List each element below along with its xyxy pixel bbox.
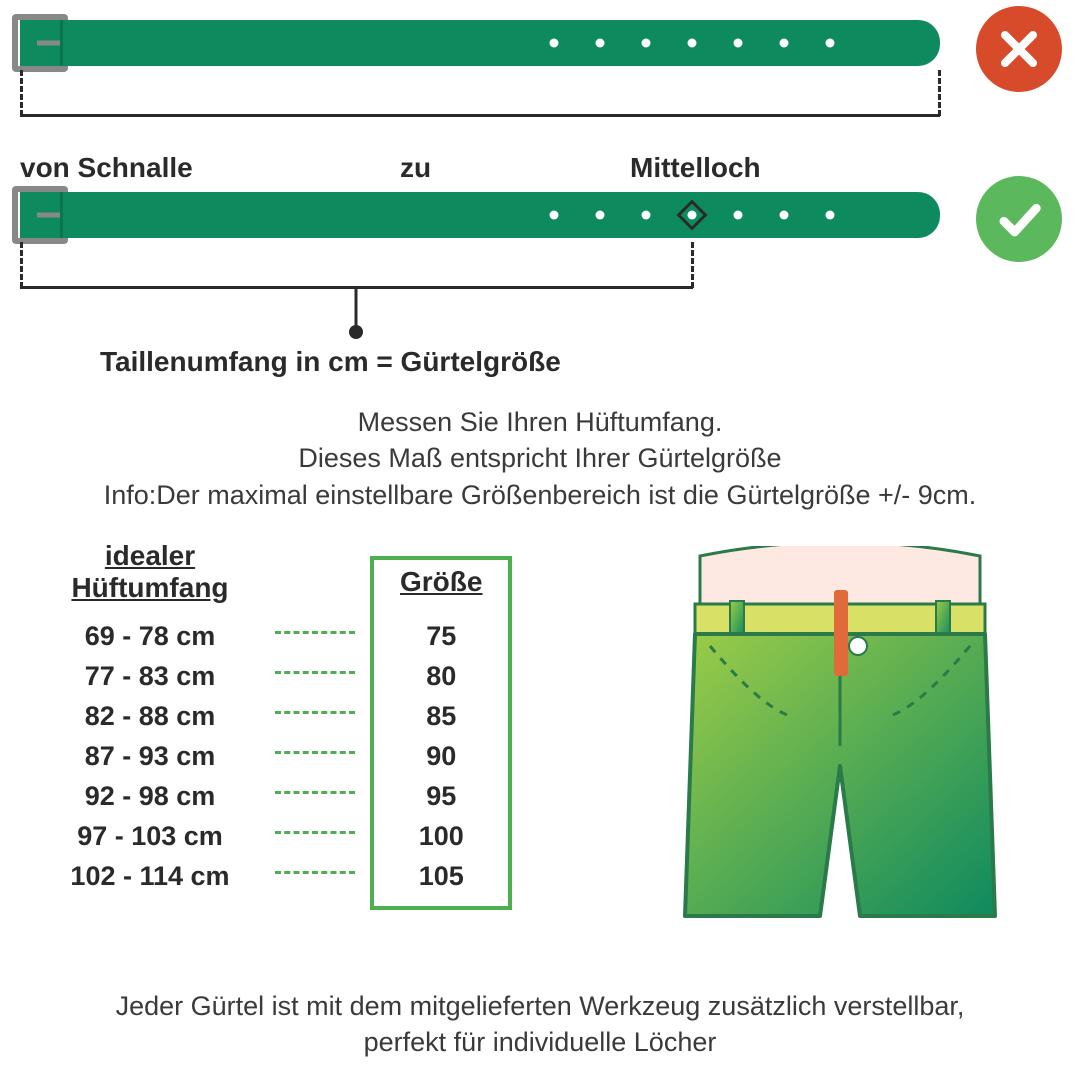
strap-fold [60,20,90,66]
dash-1 [275,671,355,674]
info-line-1: Messen Sie Ihren Hüftumfang. [0,404,1080,440]
header-hip: idealer Hüftumfang [40,540,260,604]
hip-2: 82 - 88 cm [40,696,260,736]
tick-left-2 [20,242,23,288]
label-to: zu [400,152,431,184]
footer-line-1: Jeder Gürtel ist mit dem mitgelieferten … [0,988,1080,1024]
size-0: 75 [400,616,482,656]
belt-right [20,192,940,238]
hip-5: 97 - 103 cm [40,816,260,856]
tick-left [20,70,23,116]
tick-right [938,70,941,116]
dash-2 [275,711,355,714]
hip-3: 87 - 93 cm [40,736,260,776]
dash-0 [275,631,355,634]
right-icon [976,176,1062,262]
header-size: Größe [400,566,482,598]
measure-full [20,114,940,117]
strap-fold [60,192,90,238]
footer-block: Jeder Gürtel ist mit dem mitgelieferten … [0,988,1080,1061]
size-1: 80 [400,656,482,696]
col-hip: idealer Hüftumfang 69 - 78 cm 77 - 83 cm… [40,540,260,896]
tick-mid [691,242,694,288]
footer-line-2: perfekt für individuelle Löcher [0,1024,1080,1060]
formula-text: Taillenumfang in cm = Gürtelgröße [100,346,561,378]
size-table: idealer Hüftumfang 69 - 78 cm 77 - 83 cm… [40,540,512,910]
label-from: von Schnalle [20,152,193,184]
info-line-2: Dieses Maß entspricht Ihrer Gürtelgröße [0,440,1080,476]
belt-right-section [20,192,960,238]
col-dash [260,612,370,892]
belt-wrong [20,20,940,66]
hip-4: 92 - 98 cm [40,776,260,816]
dash-4 [275,791,355,794]
pants-illustration [640,546,1040,936]
pointer-dot [349,325,363,339]
middle-hole-marker [676,199,707,230]
hip-0: 69 - 78 cm [40,616,260,656]
wrong-icon [976,6,1062,92]
info-line-3: Info:Der maximal einstellbare Größenbere… [0,477,1080,513]
hip-6: 102 - 114 cm [40,856,260,896]
size-2: 85 [400,696,482,736]
label-middle: Mittelloch [630,152,761,184]
size-3: 90 [400,736,482,776]
size-4: 95 [400,776,482,816]
col-size: Größe 75 80 85 90 95 100 105 [370,556,512,910]
dash-6 [275,871,355,874]
size-5: 100 [400,816,482,856]
dash-5 [275,831,355,834]
size-6: 105 [400,856,482,896]
hip-1: 77 - 83 cm [40,656,260,696]
pointer-stem [355,286,358,330]
belt-wrong-section [20,20,960,66]
dash-3 [275,751,355,754]
info-block: Messen Sie Ihren Hüftumfang. Dieses Maß … [0,404,1080,513]
